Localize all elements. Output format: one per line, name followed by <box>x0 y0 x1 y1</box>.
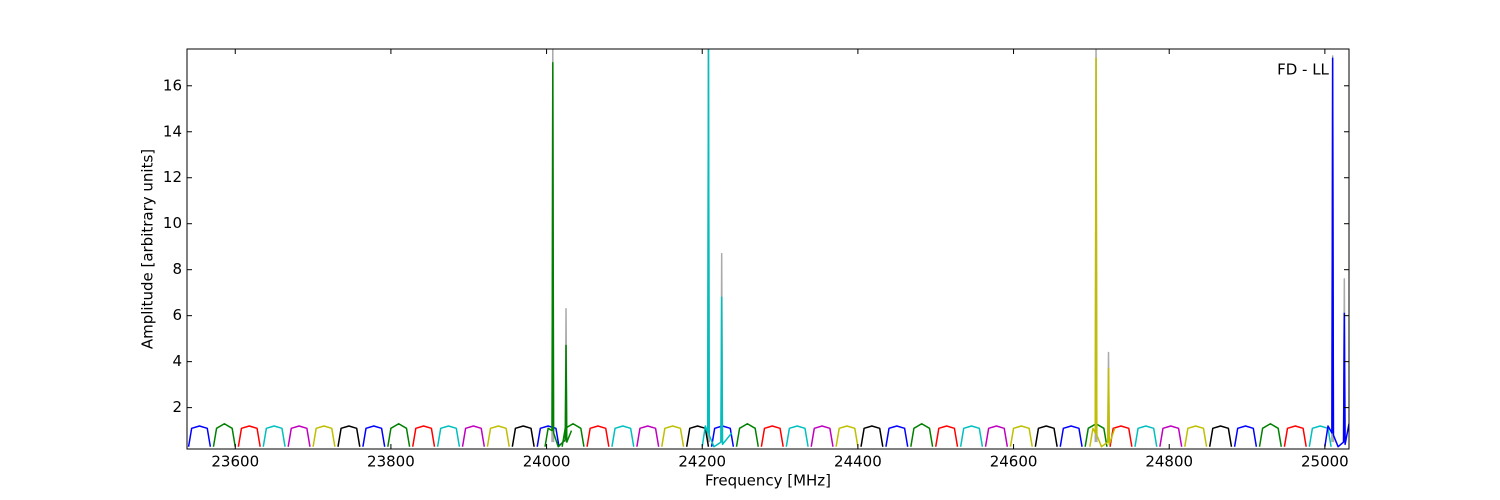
annotation: FD - LL <box>1277 61 1329 79</box>
spectrum-line <box>337 425 1233 447</box>
x-tick-label: 24600 <box>990 453 1038 471</box>
y-tick-label: 6 <box>172 306 182 324</box>
y-tick-label: 8 <box>172 260 182 278</box>
y-tick-label: 2 <box>172 398 182 416</box>
spectrum-line <box>237 425 1307 447</box>
spectrum-line <box>287 425 1183 447</box>
spectrum-line <box>1089 57 1116 448</box>
y-tick-label: 4 <box>172 352 182 370</box>
y-tick-label: 16 <box>163 76 182 94</box>
spectrum-line <box>551 49 1346 443</box>
x-tick-label: 24200 <box>678 453 726 471</box>
y-tick-label: 12 <box>163 168 182 186</box>
y-tick-label: 14 <box>163 122 182 140</box>
y-axis-label: Amplitude [arbitrary units] <box>139 149 157 349</box>
spectrum-line <box>1324 57 1349 448</box>
spectrum-line <box>312 425 1208 447</box>
x-tick-label: 24000 <box>523 453 571 471</box>
x-tick-label: 23600 <box>211 453 259 471</box>
y-tick-label: 10 <box>163 214 182 232</box>
spectrum-line <box>262 425 1332 447</box>
x-tick-label: 23800 <box>367 453 415 471</box>
plot-area <box>187 49 1349 448</box>
x-tick-label: 25000 <box>1301 453 1349 471</box>
x-tick-label: 24800 <box>1145 453 1193 471</box>
x-tick-label: 24400 <box>834 453 882 471</box>
axes-frame <box>186 48 1350 450</box>
spectrum-line <box>701 49 733 448</box>
x-axis-label: Frequency [MHz] <box>705 472 831 490</box>
spectrum-line <box>544 62 573 448</box>
spectrum-line <box>212 422 1283 447</box>
